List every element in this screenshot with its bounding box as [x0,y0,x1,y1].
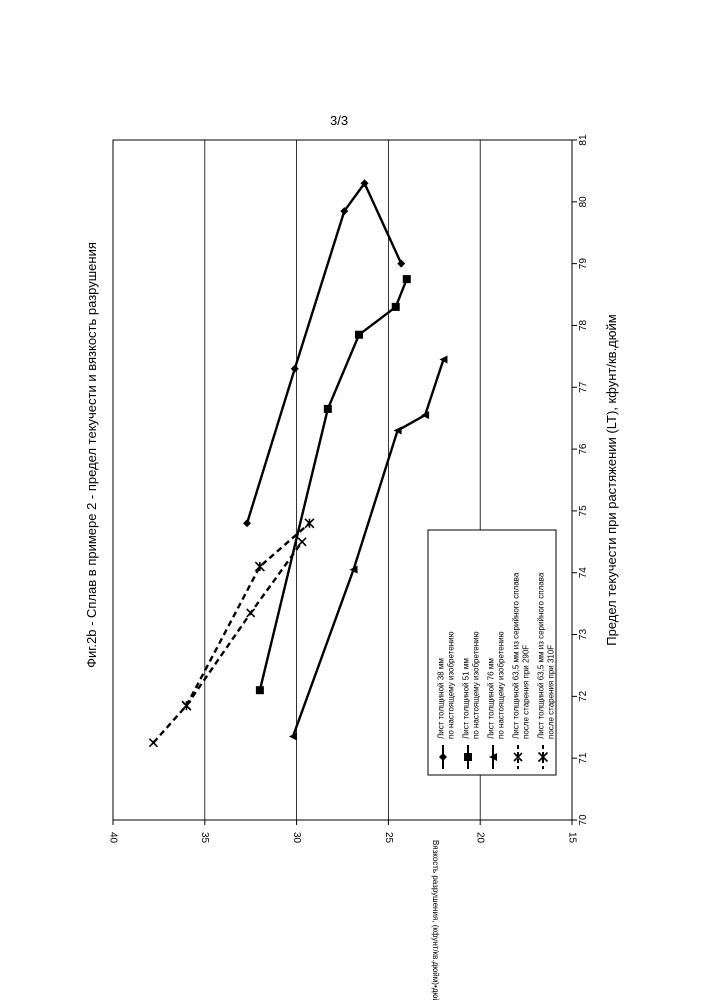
data-point [305,519,314,528]
x-tick-label: 80 [578,196,589,208]
data-point [182,701,191,710]
x-tick-label: 77 [578,381,589,393]
x-tick-label: 70 [578,814,589,826]
x-tick-label: 78 [578,319,589,331]
legend-label: по настоящему изобретению [497,631,506,739]
x-tick-label: 74 [578,567,589,579]
data-point [298,538,306,546]
x-axis-label: Предел текучести при растяжении (LT), кф… [604,314,619,646]
legend-marker [464,753,472,761]
x-axis-ticks: 70 71 72 73 74 75 76 77 78 79 80 81 [572,134,589,826]
series-4 [149,538,306,747]
y-tick-label: 40 [107,832,118,844]
x-tick-label: 79 [578,258,589,270]
series-line [153,542,302,743]
data-point [255,562,264,571]
series-2 [256,275,411,694]
series-line [293,359,444,736]
series-3 [289,355,448,740]
x-tick-label: 76 [578,443,589,455]
legend-label: после старения при 310F [547,645,556,739]
series-1 [243,179,405,527]
data-point [256,686,264,694]
legend-label: после старения при 290F [522,645,531,739]
legend-label: Лист толщиной 63,5 мм из серийного сплав… [537,572,546,739]
data-point [324,405,332,413]
y-tick-label: 25 [383,832,394,844]
data-point [243,519,251,527]
x-tick-label: 71 [578,752,589,764]
data-point [149,739,157,747]
data-point [403,275,411,283]
series-layer [149,179,447,746]
x-tick-label: 81 [578,134,589,146]
chart-title-group: Фиг.2b - Сплав в примере 2 - предел теку… [84,242,99,668]
legend-label: Лист толщиной 51 мм [462,658,471,739]
legend-label: по настоящему изобретению [472,631,481,739]
series-line [247,183,401,523]
data-point [355,331,363,339]
x-tick-label: 75 [578,505,589,517]
data-point [392,303,400,311]
legend-label: Лист толщиной 63,5 мм из серийного сплав… [512,572,521,739]
data-point [291,365,299,373]
legend-label: по настоящему изобретению [447,631,456,739]
y-tick-label: 35 [199,832,210,844]
y-axis-ticks: 15 20 25 30 35 40 [107,820,577,844]
legend-label: Лист толщиной 76 мм [487,658,496,739]
y-tick-label: 15 [566,832,577,844]
chart-title: Фиг.2b - Сплав в примере 2 - предел теку… [84,242,99,668]
legend-label: Лист толщиной 38 мм [437,658,446,739]
y-axis-label: Вязкость разрушения, (кфунт/кв.дюйм)•дюй… [431,840,440,1000]
y-tick-label: 20 [475,832,486,844]
data-point [397,260,405,268]
legend: Лист толщиной 38 ммпо настоящему изобрет… [428,530,556,775]
x-tick-label: 73 [578,629,589,641]
data-point [247,609,255,617]
y-tick-label: 30 [291,832,302,844]
x-tick-label: 72 [578,690,589,702]
